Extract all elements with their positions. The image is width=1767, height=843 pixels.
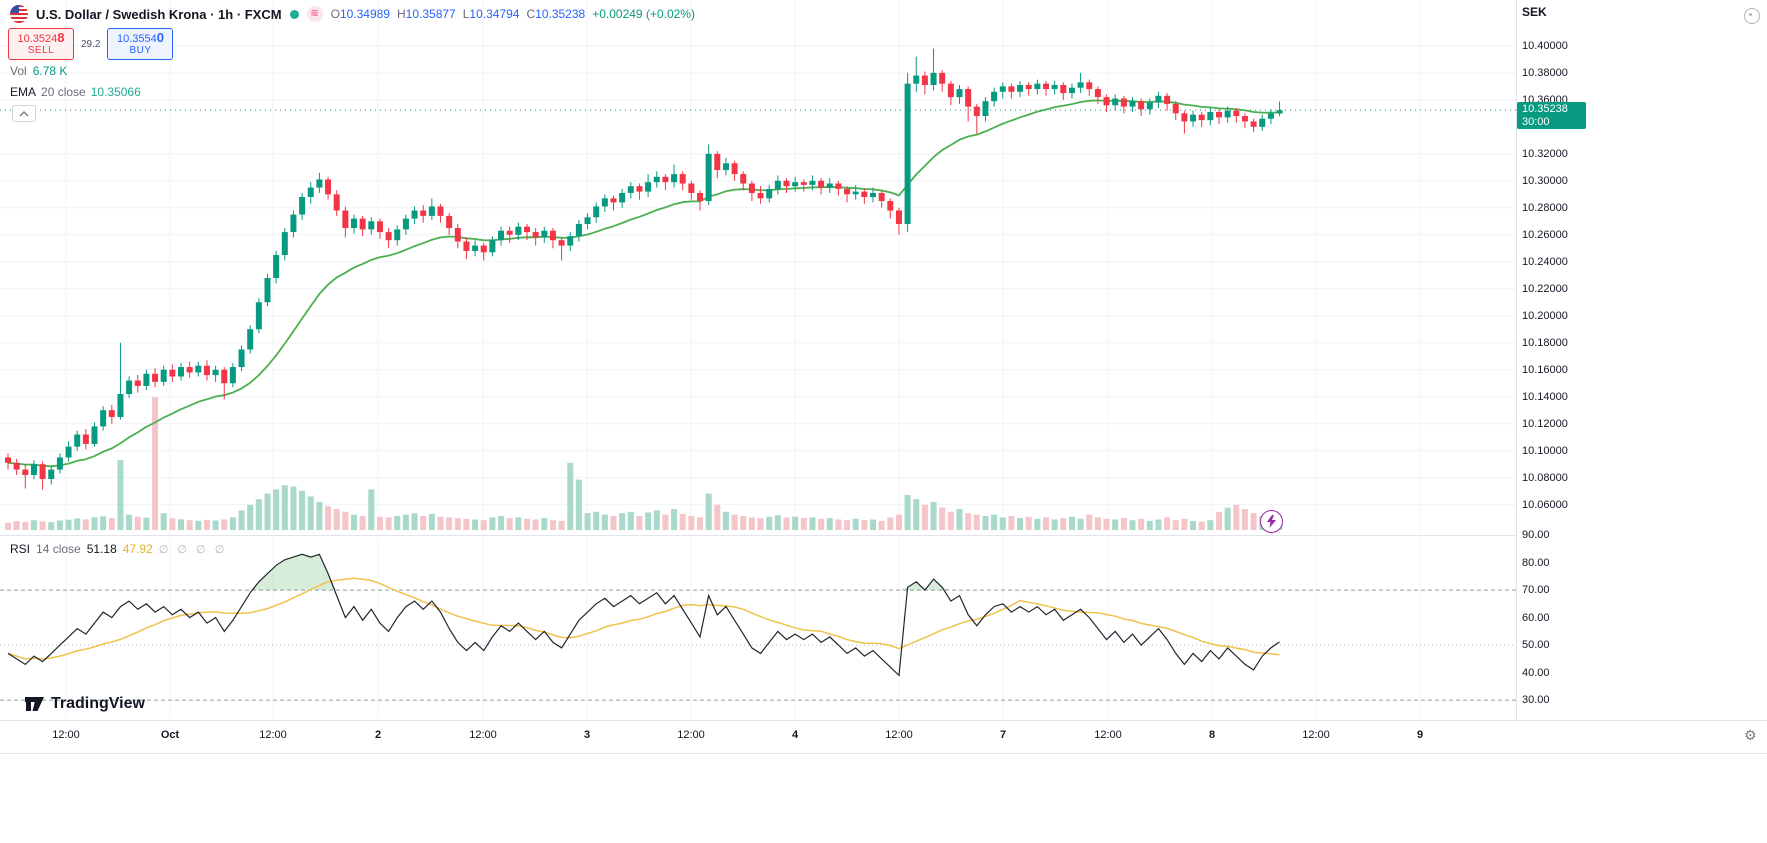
price-axis-label: 10.10000 <box>1522 444 1568 457</box>
price-axis-label: 10.14000 <box>1522 390 1568 403</box>
chevron-up-icon <box>19 110 29 117</box>
time-axis-label: 4 <box>791 729 799 741</box>
time-axis-label: 12:00 <box>469 729 497 741</box>
time-axis-label: 12:00 <box>259 729 287 741</box>
symbol-legend: U.S. Dollar / Swedish Krona · 1h · FXCM … <box>10 5 695 23</box>
price-axis-label: 10.38000 <box>1522 66 1568 79</box>
price-axis-label: 10.40000 <box>1522 39 1568 52</box>
volume-legend[interactable]: Vol 6.78 K <box>10 64 68 78</box>
buy-button[interactable]: 10.35540 BUY <box>107 28 174 60</box>
price-axis-label: 10.16000 <box>1522 363 1568 376</box>
rsi-axis-label: 50.00 <box>1522 639 1550 652</box>
pane-divider[interactable] <box>0 535 1767 536</box>
last-price-badge: 10.35238 30:00 <box>1517 102 1586 130</box>
time-axis-label: 7 <box>999 729 1007 741</box>
price-change: +0.00249 (+0.02%) <box>592 7 695 21</box>
rsi-axis-label: 90.00 <box>1522 529 1550 542</box>
currency-label: SEK <box>1522 5 1547 19</box>
axis-border <box>1516 0 1517 752</box>
spread-value: 29.2 <box>81 38 101 50</box>
price-axis-label: 10.20000 <box>1522 309 1568 322</box>
time-axis[interactable]: ⚙ 12:00 Oct 12:00 2 12:00 3 12:00 4 12:00 7 12:00 8… <box>0 720 1767 754</box>
ohlc-values: O10.34989 H10.35877 L10.34794 C10.35238 … <box>330 7 695 21</box>
rsi-legend[interactable]: RSI 14 close 51.18 47.92 ∅ ∅ ∅ ∅ <box>10 542 228 556</box>
price-axis[interactable]: SEK 10.35238 30:00 10.40000 10.38000 10.36… <box>1517 0 1767 720</box>
time-axis-label: 2 <box>374 729 382 741</box>
tradingview-logo[interactable]: TradingView <box>24 694 145 713</box>
price-axis-label: 10.24000 <box>1522 255 1568 268</box>
price-axis-label: 10.12000 <box>1522 417 1568 430</box>
quick-trade-lightning-icon[interactable] <box>1260 510 1283 533</box>
price-axis-label: 10.08000 <box>1522 471 1568 484</box>
sell-button[interactable]: 10.35248 SELL <box>8 28 74 60</box>
time-axis-label: 3 <box>583 729 591 741</box>
rsi-axis-label: 40.00 <box>1522 666 1550 679</box>
price-axis-label: 10.32000 <box>1522 147 1568 160</box>
rsi-axis-label: 60.00 <box>1522 611 1550 624</box>
time-axis-label: 9 <box>1416 729 1424 741</box>
rsi-axis-label: 80.00 <box>1522 556 1550 569</box>
notification-icon[interactable]: ≋ <box>306 6 323 22</box>
price-axis-label: 10.06000 <box>1522 498 1568 511</box>
rsi-axis-label: 70.00 <box>1522 584 1550 597</box>
price-axis-label: 10.26000 <box>1522 228 1568 241</box>
rsi-pane-canvas[interactable] <box>0 537 1516 718</box>
ema-legend[interactable]: EMA 20 close 10.35066 <box>10 85 141 99</box>
price-pane-canvas[interactable] <box>0 0 1516 533</box>
time-axis-label: Oct <box>160 729 180 741</box>
price-axis-label: 10.18000 <box>1522 336 1568 349</box>
time-axis-label: 12:00 <box>885 729 913 741</box>
time-axis-label: 12:00 <box>1302 729 1330 741</box>
price-axis-label: 10.22000 <box>1522 282 1568 295</box>
trade-panel: 10.35248 SELL 29.2 10.35540 BUY <box>8 28 174 60</box>
tradingview-logo-icon <box>25 697 44 711</box>
market-status-icon <box>289 9 299 19</box>
axis-settings-gear-icon[interactable]: ⚙ <box>1744 727 1757 743</box>
time-axis-label: 8 <box>1208 729 1216 741</box>
symbol-title[interactable]: U.S. Dollar / Swedish Krona · 1h · FXCM <box>36 6 282 22</box>
widget-menu-icon[interactable] <box>1744 8 1760 24</box>
price-axis-label: 10.28000 <box>1522 201 1568 214</box>
legend-collapse-button[interactable] <box>12 105 36 122</box>
us-flag-icon <box>10 5 28 23</box>
time-axis-label: 12:00 <box>52 729 80 741</box>
rsi-axis-label: 30.00 <box>1522 694 1550 707</box>
time-axis-label: 12:00 <box>677 729 705 741</box>
price-axis-label: 10.30000 <box>1522 174 1568 187</box>
time-axis-label: 12:00 <box>1094 729 1122 741</box>
rsi-placeholder-icons: ∅ ∅ ∅ ∅ <box>158 543 228 556</box>
